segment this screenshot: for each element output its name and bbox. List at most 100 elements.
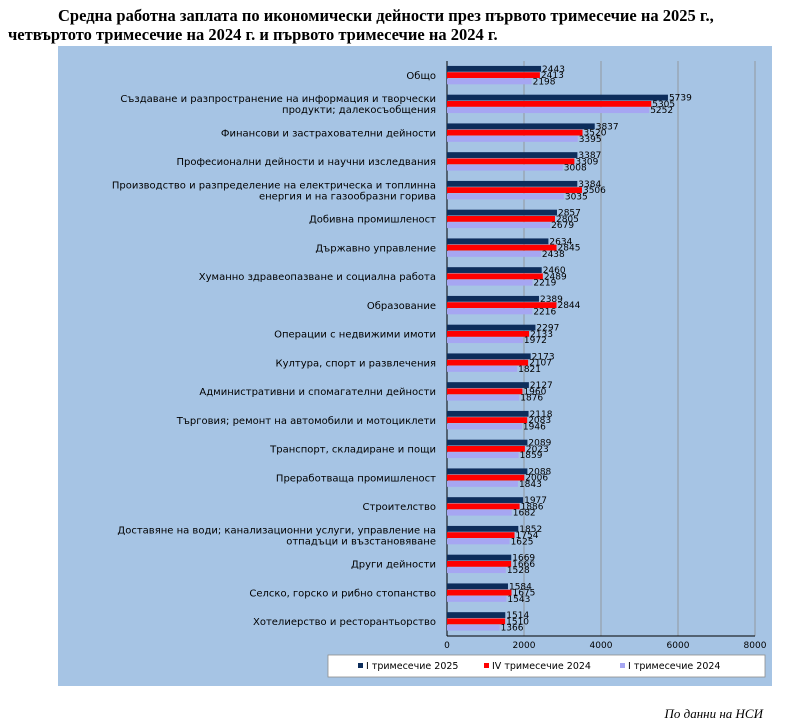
- x-tick-label: 8000: [744, 641, 767, 651]
- data-label: 2088: [528, 467, 551, 477]
- data-label: 2127: [530, 381, 553, 391]
- bar: [447, 100, 652, 107]
- bar: [447, 394, 520, 401]
- data-label: 1675: [512, 589, 535, 599]
- bar: [447, 72, 540, 79]
- bar: [447, 187, 582, 194]
- data-label: 3387: [578, 151, 601, 161]
- data-label: 1514: [506, 611, 529, 621]
- bar: [447, 158, 575, 165]
- bar: [447, 94, 668, 101]
- data-label: 2006: [525, 474, 548, 484]
- bar: [447, 359, 529, 366]
- bar: [447, 417, 528, 424]
- data-label: 2489: [544, 272, 567, 282]
- bar: [447, 244, 557, 251]
- category-label: Селско, горско и рибно стопанство: [249, 588, 436, 599]
- data-label: 2219: [533, 279, 556, 289]
- bar: [447, 624, 500, 631]
- category-label: Финансови и застрахователни дейности: [221, 128, 436, 139]
- category-label: Административни и спомагателни дейности: [199, 387, 436, 398]
- category-label: отпадъци и възстановяване: [286, 536, 436, 547]
- bar: [447, 193, 564, 200]
- category-label: Хуманно здравеопазване и социална работа: [199, 272, 436, 283]
- data-label: 5739: [669, 94, 692, 104]
- data-label: 5252: [650, 106, 673, 116]
- data-label: 2857: [558, 209, 581, 219]
- category-label: Хотелиерство и ресторантьорство: [253, 617, 436, 628]
- data-label: 2679: [551, 221, 574, 231]
- source-note: По данни на НСИ: [664, 706, 763, 721]
- data-label: 2216: [533, 307, 556, 317]
- bar: [447, 152, 578, 158]
- category-label: Общо: [406, 71, 436, 82]
- data-label: 2133: [530, 330, 553, 340]
- bar: [447, 330, 530, 337]
- bar: [447, 164, 563, 171]
- legend-label: IV тримесечие 2024: [492, 661, 591, 672]
- data-label: 2198: [533, 77, 556, 87]
- bar: [447, 273, 543, 280]
- data-label: 1843: [519, 480, 542, 490]
- bar: [447, 222, 551, 229]
- bar: [447, 129, 583, 136]
- bar: [447, 209, 557, 216]
- data-label: 1754: [516, 531, 539, 541]
- bar: [447, 410, 529, 417]
- category-label: продукти; далекосъобщения: [282, 105, 436, 116]
- bar: [447, 532, 515, 539]
- legend-label: I тримесечие 2025: [366, 661, 458, 672]
- category-label: Образование: [367, 301, 436, 312]
- data-label: 3008: [564, 164, 587, 174]
- bar: [447, 525, 519, 532]
- data-label: 1859: [520, 451, 543, 461]
- bar: [447, 474, 525, 481]
- bar: [447, 589, 512, 596]
- legend-swatch: [358, 663, 363, 668]
- category-label: Строителство: [363, 502, 436, 513]
- bar: [447, 107, 650, 114]
- data-label: 1876: [520, 394, 543, 404]
- legend-box: [327, 654, 766, 678]
- data-label: 2023: [526, 445, 549, 455]
- category-label: Преработваща промишленост: [276, 473, 436, 484]
- bar: [447, 295, 539, 302]
- data-label: 1666: [512, 560, 535, 570]
- bar: [447, 388, 523, 395]
- data-label: 2413: [541, 71, 564, 81]
- data-label: 1510: [506, 617, 529, 627]
- data-label: 1584: [509, 582, 532, 592]
- data-label: 1852: [519, 525, 542, 535]
- x-tick-label: 6000: [667, 641, 690, 651]
- bar: [447, 180, 578, 187]
- data-label: 2107: [529, 359, 552, 369]
- category-label: Професионални дейности и научни изследва…: [176, 157, 436, 168]
- bar: [447, 279, 533, 286]
- data-label: 3506: [583, 186, 606, 196]
- category-label: Транспорт, складиране и пощи: [269, 445, 436, 456]
- data-label: 1972: [524, 336, 547, 346]
- chart-title-line1: Средна работна заплата по икономически д…: [58, 6, 714, 25]
- data-label: 1669: [512, 554, 535, 564]
- bar: [447, 468, 528, 475]
- bar: [447, 238, 549, 245]
- bar: [447, 136, 578, 142]
- bar: [447, 567, 506, 574]
- data-label: 1977: [524, 496, 547, 506]
- legend-label: I тримесечие 2024: [628, 661, 720, 672]
- data-label: 5305: [652, 100, 675, 110]
- bar: [447, 445, 525, 452]
- bar: [447, 423, 522, 430]
- data-label: 1682: [513, 509, 536, 519]
- data-label: 2805: [556, 215, 579, 225]
- category-label: Други дейности: [351, 560, 436, 571]
- category-label: Производство и разпределение на електрич…: [112, 180, 436, 191]
- bar: [447, 65, 542, 72]
- bar: [447, 123, 595, 130]
- x-tick-label: 2000: [513, 641, 536, 651]
- x-tick-label: 0: [444, 641, 450, 651]
- bar: [447, 497, 524, 503]
- bar: [447, 452, 519, 459]
- category-label: Доставяне на води; канализационни услуги…: [117, 525, 436, 536]
